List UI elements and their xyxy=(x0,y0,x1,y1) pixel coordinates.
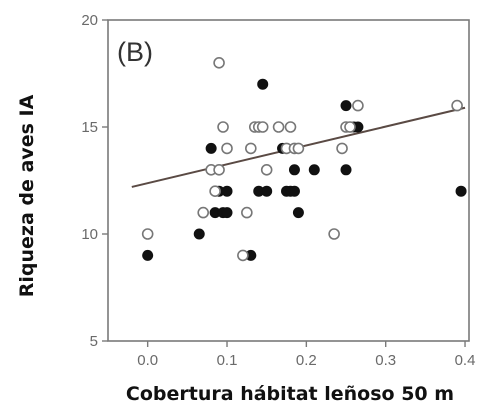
x-tick-label: 0.3 xyxy=(375,352,396,369)
y-tick-label: 10 xyxy=(81,226,98,243)
open-point xyxy=(213,56,225,69)
open-point xyxy=(451,99,463,112)
y-axis-title: Riqueza de aves IA xyxy=(16,94,38,297)
open-point xyxy=(272,121,285,133)
filled-point xyxy=(142,249,154,261)
x-tick-label: 0.1 xyxy=(217,352,238,369)
filled-point xyxy=(288,185,300,197)
filled-point xyxy=(257,78,269,90)
axes: 0.0 0.1 0.2 0.3 0.4 5 10 15 20 xyxy=(81,12,475,369)
filled-point xyxy=(193,228,205,240)
x-axis-title: Cobertura hábitat leñoso 50 m xyxy=(126,383,454,405)
filled-point xyxy=(261,185,273,197)
open-point xyxy=(260,164,273,176)
filled-point xyxy=(288,164,300,176)
open-point xyxy=(256,121,269,133)
open-point xyxy=(209,185,221,197)
open-point xyxy=(336,142,348,155)
open-point xyxy=(328,228,340,240)
open-point xyxy=(284,121,297,133)
filled-point xyxy=(308,164,320,176)
plot-frame xyxy=(107,19,470,342)
open-point xyxy=(292,142,305,155)
filled-point xyxy=(205,142,217,154)
open-point xyxy=(141,228,154,240)
open-point xyxy=(197,206,210,219)
open-point xyxy=(245,142,257,155)
open-point xyxy=(344,121,356,133)
y-tick-label: 5 xyxy=(90,333,98,350)
open-point xyxy=(217,121,229,133)
open-point xyxy=(352,99,364,112)
y-tick-label: 20 xyxy=(81,12,98,29)
y-tick-label: 15 xyxy=(81,119,98,136)
open-point xyxy=(237,249,249,262)
open-point xyxy=(213,164,225,176)
filled-point xyxy=(340,100,352,112)
filled-point xyxy=(340,164,352,176)
x-tick-label: 0.2 xyxy=(296,352,317,369)
filled-point xyxy=(221,185,233,197)
panel-label: (B) xyxy=(117,37,153,67)
filled-point xyxy=(455,185,467,197)
open-point xyxy=(241,206,253,219)
open-point xyxy=(221,142,233,155)
filled-point xyxy=(292,207,304,219)
filled-point xyxy=(221,207,233,219)
x-tick-label: 0.0 xyxy=(137,352,158,369)
x-tick-label: 0.4 xyxy=(455,352,476,369)
data-points xyxy=(141,56,467,262)
